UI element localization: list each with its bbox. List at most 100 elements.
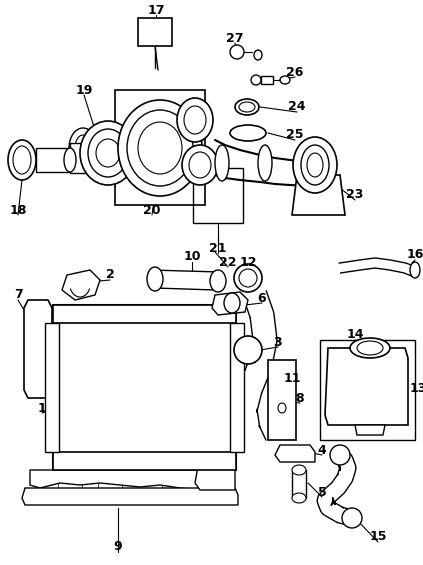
Polygon shape: [122, 470, 138, 488]
Ellipse shape: [342, 508, 362, 528]
Polygon shape: [355, 425, 385, 435]
Bar: [138, 18, 172, 46]
Bar: [53, 305, 236, 323]
Text: 10: 10: [183, 250, 201, 263]
Ellipse shape: [127, 110, 193, 186]
Ellipse shape: [301, 145, 329, 185]
Ellipse shape: [230, 45, 244, 59]
Text: 20: 20: [143, 203, 161, 216]
Ellipse shape: [292, 493, 306, 503]
Ellipse shape: [224, 293, 240, 313]
Text: 6: 6: [258, 292, 266, 305]
Polygon shape: [195, 455, 235, 490]
Text: 15: 15: [369, 531, 387, 544]
Ellipse shape: [239, 102, 255, 112]
Polygon shape: [22, 488, 238, 505]
Ellipse shape: [251, 75, 261, 85]
Ellipse shape: [177, 98, 213, 142]
Ellipse shape: [118, 100, 202, 196]
Ellipse shape: [307, 153, 323, 177]
Text: 12: 12: [239, 255, 257, 268]
Polygon shape: [275, 445, 315, 462]
Polygon shape: [339, 258, 417, 277]
Ellipse shape: [254, 50, 262, 60]
Ellipse shape: [234, 264, 262, 292]
Polygon shape: [202, 470, 218, 488]
Ellipse shape: [69, 128, 97, 168]
Ellipse shape: [75, 135, 91, 161]
Text: 2: 2: [106, 268, 114, 281]
Text: 19: 19: [75, 84, 93, 97]
Polygon shape: [325, 348, 408, 425]
Bar: [53, 452, 236, 470]
Ellipse shape: [234, 336, 262, 364]
Polygon shape: [233, 291, 277, 450]
Text: 3: 3: [274, 336, 282, 349]
Bar: [320, 340, 415, 440]
Ellipse shape: [357, 341, 383, 355]
Text: 21: 21: [209, 241, 227, 254]
Ellipse shape: [410, 262, 420, 278]
Polygon shape: [30, 470, 230, 490]
Bar: [53, 305, 236, 470]
Polygon shape: [82, 75, 215, 215]
Bar: [261, 76, 273, 84]
Text: 18: 18: [9, 203, 27, 216]
Ellipse shape: [293, 137, 337, 193]
Bar: [45, 323, 59, 452]
Bar: [193, 168, 243, 223]
Ellipse shape: [210, 270, 226, 292]
Ellipse shape: [13, 146, 31, 174]
Polygon shape: [292, 175, 345, 215]
Ellipse shape: [147, 267, 163, 291]
Ellipse shape: [189, 152, 211, 178]
Polygon shape: [148, 270, 220, 290]
Bar: [268, 360, 296, 440]
Text: 26: 26: [286, 66, 304, 79]
Ellipse shape: [278, 403, 286, 413]
Ellipse shape: [350, 338, 390, 358]
Ellipse shape: [215, 145, 229, 181]
Polygon shape: [24, 300, 52, 398]
Bar: [230, 323, 244, 452]
Text: 11: 11: [283, 372, 301, 385]
Polygon shape: [212, 292, 248, 315]
Bar: [292, 470, 306, 498]
Ellipse shape: [88, 129, 128, 177]
Text: 25: 25: [286, 128, 304, 141]
Text: 1: 1: [38, 402, 47, 415]
Text: 7: 7: [14, 289, 22, 302]
Bar: [70, 143, 88, 173]
Text: 27: 27: [226, 32, 244, 45]
Polygon shape: [317, 449, 356, 526]
Ellipse shape: [280, 76, 290, 84]
Ellipse shape: [96, 139, 120, 167]
Ellipse shape: [184, 106, 206, 134]
Ellipse shape: [138, 122, 182, 174]
Ellipse shape: [182, 145, 218, 185]
Ellipse shape: [80, 121, 136, 185]
Polygon shape: [42, 470, 58, 488]
Text: 14: 14: [346, 328, 364, 341]
Polygon shape: [115, 90, 205, 205]
Ellipse shape: [292, 465, 306, 475]
Polygon shape: [36, 148, 70, 172]
Polygon shape: [62, 270, 100, 300]
Polygon shape: [100, 90, 210, 210]
Ellipse shape: [235, 99, 259, 115]
Text: 23: 23: [346, 189, 364, 202]
Text: 22: 22: [219, 255, 237, 268]
Text: 13: 13: [409, 381, 423, 394]
Text: 16: 16: [407, 249, 423, 262]
Text: 5: 5: [318, 485, 327, 498]
Text: 24: 24: [288, 101, 306, 114]
Polygon shape: [82, 470, 98, 488]
Ellipse shape: [64, 148, 76, 172]
Ellipse shape: [239, 269, 257, 287]
Ellipse shape: [8, 140, 36, 180]
Text: 17: 17: [147, 3, 165, 16]
Text: 8: 8: [296, 392, 304, 405]
Text: 4: 4: [318, 444, 327, 457]
Ellipse shape: [230, 125, 266, 141]
Ellipse shape: [330, 445, 350, 465]
